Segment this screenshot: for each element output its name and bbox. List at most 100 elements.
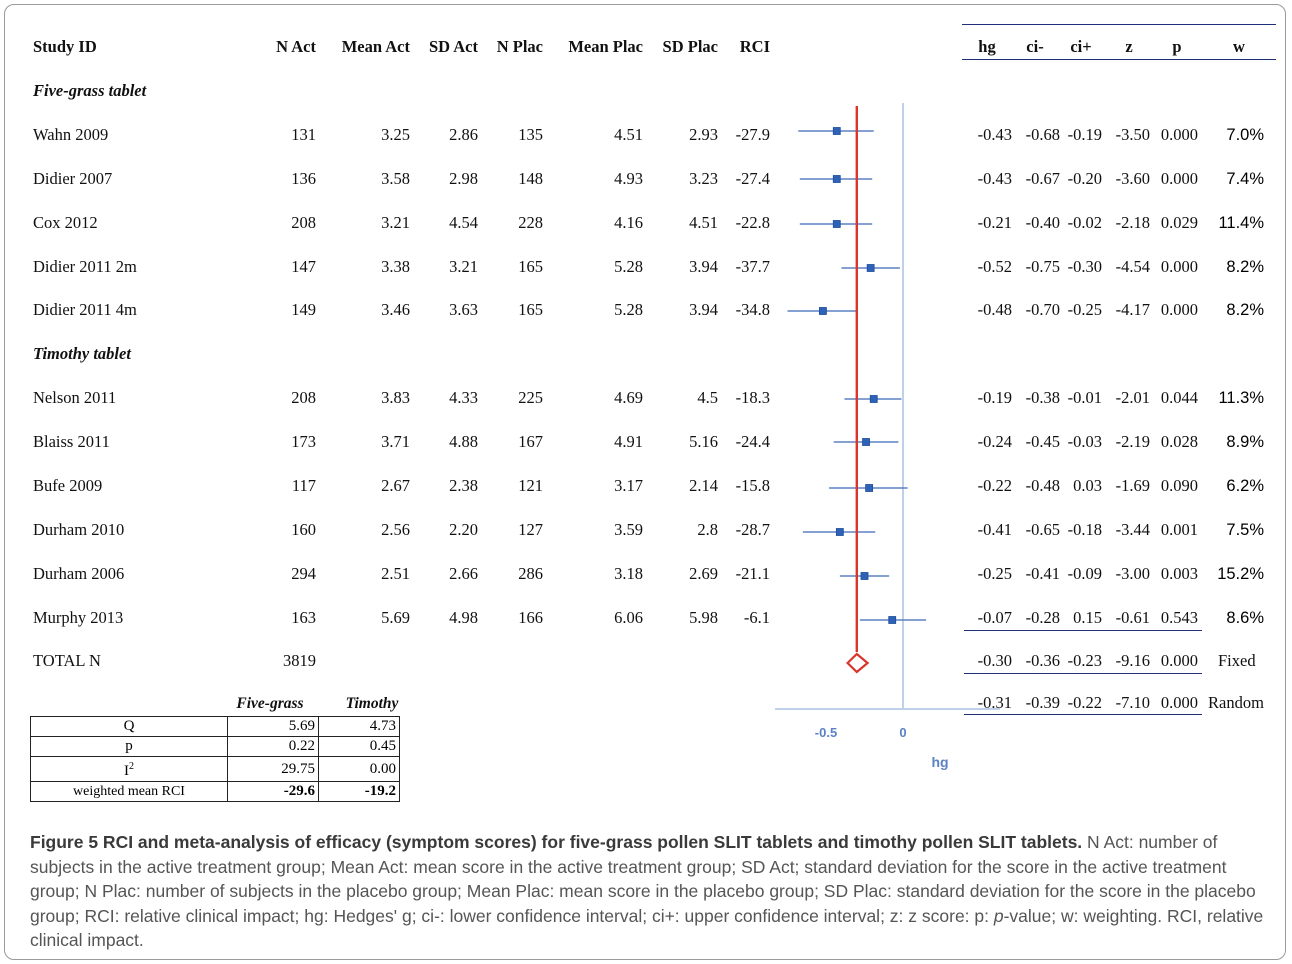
cell-n-act: 208 [291,213,316,232]
cell-w: 8.6% [1226,609,1264,627]
cell-mean-plac: 4.93 [614,169,643,188]
het-row: weighted mean RCI -29.6 -19.2 [30,781,400,802]
cell-sd-plac: 2.14 [689,476,718,495]
point-estimate [862,438,870,446]
het-value: 5.69 [227,716,319,737]
cell-mean-act: 2.67 [381,476,410,495]
point-estimate [866,264,875,272]
cell-mean-act: 3.25 [381,125,410,144]
cell-sd-plac: 2.69 [689,564,718,583]
cell-sd-act: 2.66 [449,564,478,583]
total-label: TOTAL N [33,651,101,670]
cell-sd-plac: 3.23 [689,169,718,188]
figure-caption: Figure 5 RCI and meta-analysis of effica… [30,830,1270,953]
cell-ci-lo: -0.41 [1025,564,1060,583]
cell-ci-hi: -0.30 [1067,257,1102,276]
cell-ci-lo: -0.48 [1025,476,1060,495]
col-sd-act: SD Act [428,37,478,56]
cell-w: 8.2% [1226,301,1264,319]
cell-n-act: 173 [291,432,316,451]
cell-sd-plac: 2.93 [689,125,718,144]
forest-points [819,127,897,624]
cell-n-act: 294 [291,564,316,583]
forest-summary [845,106,870,674]
cell-w: 6.2% [1226,477,1264,495]
cell-z: -2.19 [1115,432,1150,451]
col-rci: RCI [739,37,770,56]
het-label: I2 [30,756,228,782]
cell-ci-hi: -0.09 [1067,564,1102,583]
cell-ci-lo: -0.75 [1025,257,1060,276]
col-study: Study ID [33,37,97,56]
cell-ci-lo: -0.38 [1025,388,1060,407]
cell-hg: -0.52 [977,257,1012,276]
cell-mean-plac: 4.16 [614,213,643,232]
cell-rci: -15.8 [735,476,770,495]
cell-sd-plac: 5.16 [689,432,718,451]
cell-n-plac: 166 [518,608,543,627]
cell-n-plac: 135 [518,125,543,144]
cell-mean-plac: 3.18 [614,564,643,583]
cell-mean-plac: 5.28 [614,300,643,319]
cell-w: 11.3% [1218,389,1264,407]
col-mean-act: Mean Act [341,37,410,56]
cell-ci-hi: -0.25 [1067,300,1102,319]
cell-n-plac: 165 [518,257,543,276]
cell-p: 0.543 [1160,608,1198,627]
cell-ci-hi: -0.19 [1067,125,1102,144]
cell-n-act: 136 [291,169,316,188]
het-label: Q [30,716,228,737]
forest-plot: -0.5 0 hg [775,103,1000,770]
cell-mean-act: 3.38 [381,257,410,276]
cell-mean-plac: 4.91 [614,432,643,451]
x-tick-label: 0 [899,725,906,740]
pooled-bottom-rule [964,714,1202,715]
col-z: z [1125,37,1133,56]
group-label-five-grass: Five-grass tablet [33,81,147,100]
point-estimate [832,220,841,228]
study-id: Blaiss 2011 [33,432,110,451]
cell-mean-plac: 5.28 [614,257,643,276]
het-label: p [30,736,228,757]
cell-hg: -0.21 [977,213,1012,232]
cell-sd-plac: 4.5 [697,388,718,407]
cell-hg: -0.07 [977,608,1012,627]
het-label: weighted mean RCI [30,781,228,802]
cell-p: 0.000 [1160,651,1198,670]
het-row: p 0.22 0.45 [30,736,400,757]
cell-hg: -0.22 [977,476,1012,495]
het-value: -29.6 [227,781,319,802]
cell-sd-plac: 3.94 [689,257,718,276]
study-id: Durham 2010 [33,520,125,539]
cell-n-plac: 121 [518,476,543,495]
col-ci-lo: ci- [1026,37,1044,56]
cell-n-plac: 127 [518,520,543,539]
cell-rci: -6.1 [743,608,770,627]
cell-w: 7.0% [1226,126,1264,144]
cell-z: -1.69 [1115,476,1150,495]
cell-hg: -0.25 [977,564,1012,583]
cell-z: -0.61 [1115,608,1150,627]
cell-p: 0.028 [1160,432,1198,451]
cell-mean-act: 2.51 [381,564,410,583]
cell-p: 0.001 [1160,520,1198,539]
cell-rci: -27.4 [735,169,770,188]
caption-body-2: -value; w: weighting. RCI, relative clin… [30,905,1264,951]
cell-ci-hi: -0.01 [1067,388,1102,407]
cell-n-act: 117 [291,476,316,495]
cell-n-act: 208 [291,388,316,407]
cell-ci-lo: -0.28 [1025,608,1060,627]
cell-z: -2.18 [1115,213,1150,232]
cell-mean-act: 3.71 [381,432,410,451]
cell-ci-lo: -0.36 [1025,651,1060,670]
x-tick-label: -0.5 [815,725,837,740]
het-label-sup: 2 [129,761,134,772]
cell-rci: -37.7 [735,257,770,276]
cell-n-plac: 286 [518,564,543,583]
cell-hg: -0.19 [977,388,1012,407]
cell-z: -3.00 [1115,564,1150,583]
cell-mean-act: 2.56 [381,520,410,539]
cell-hg: -0.41 [977,520,1012,539]
cell-ci-hi: 0.15 [1073,608,1102,627]
caption-p-italic: p [993,905,1004,926]
